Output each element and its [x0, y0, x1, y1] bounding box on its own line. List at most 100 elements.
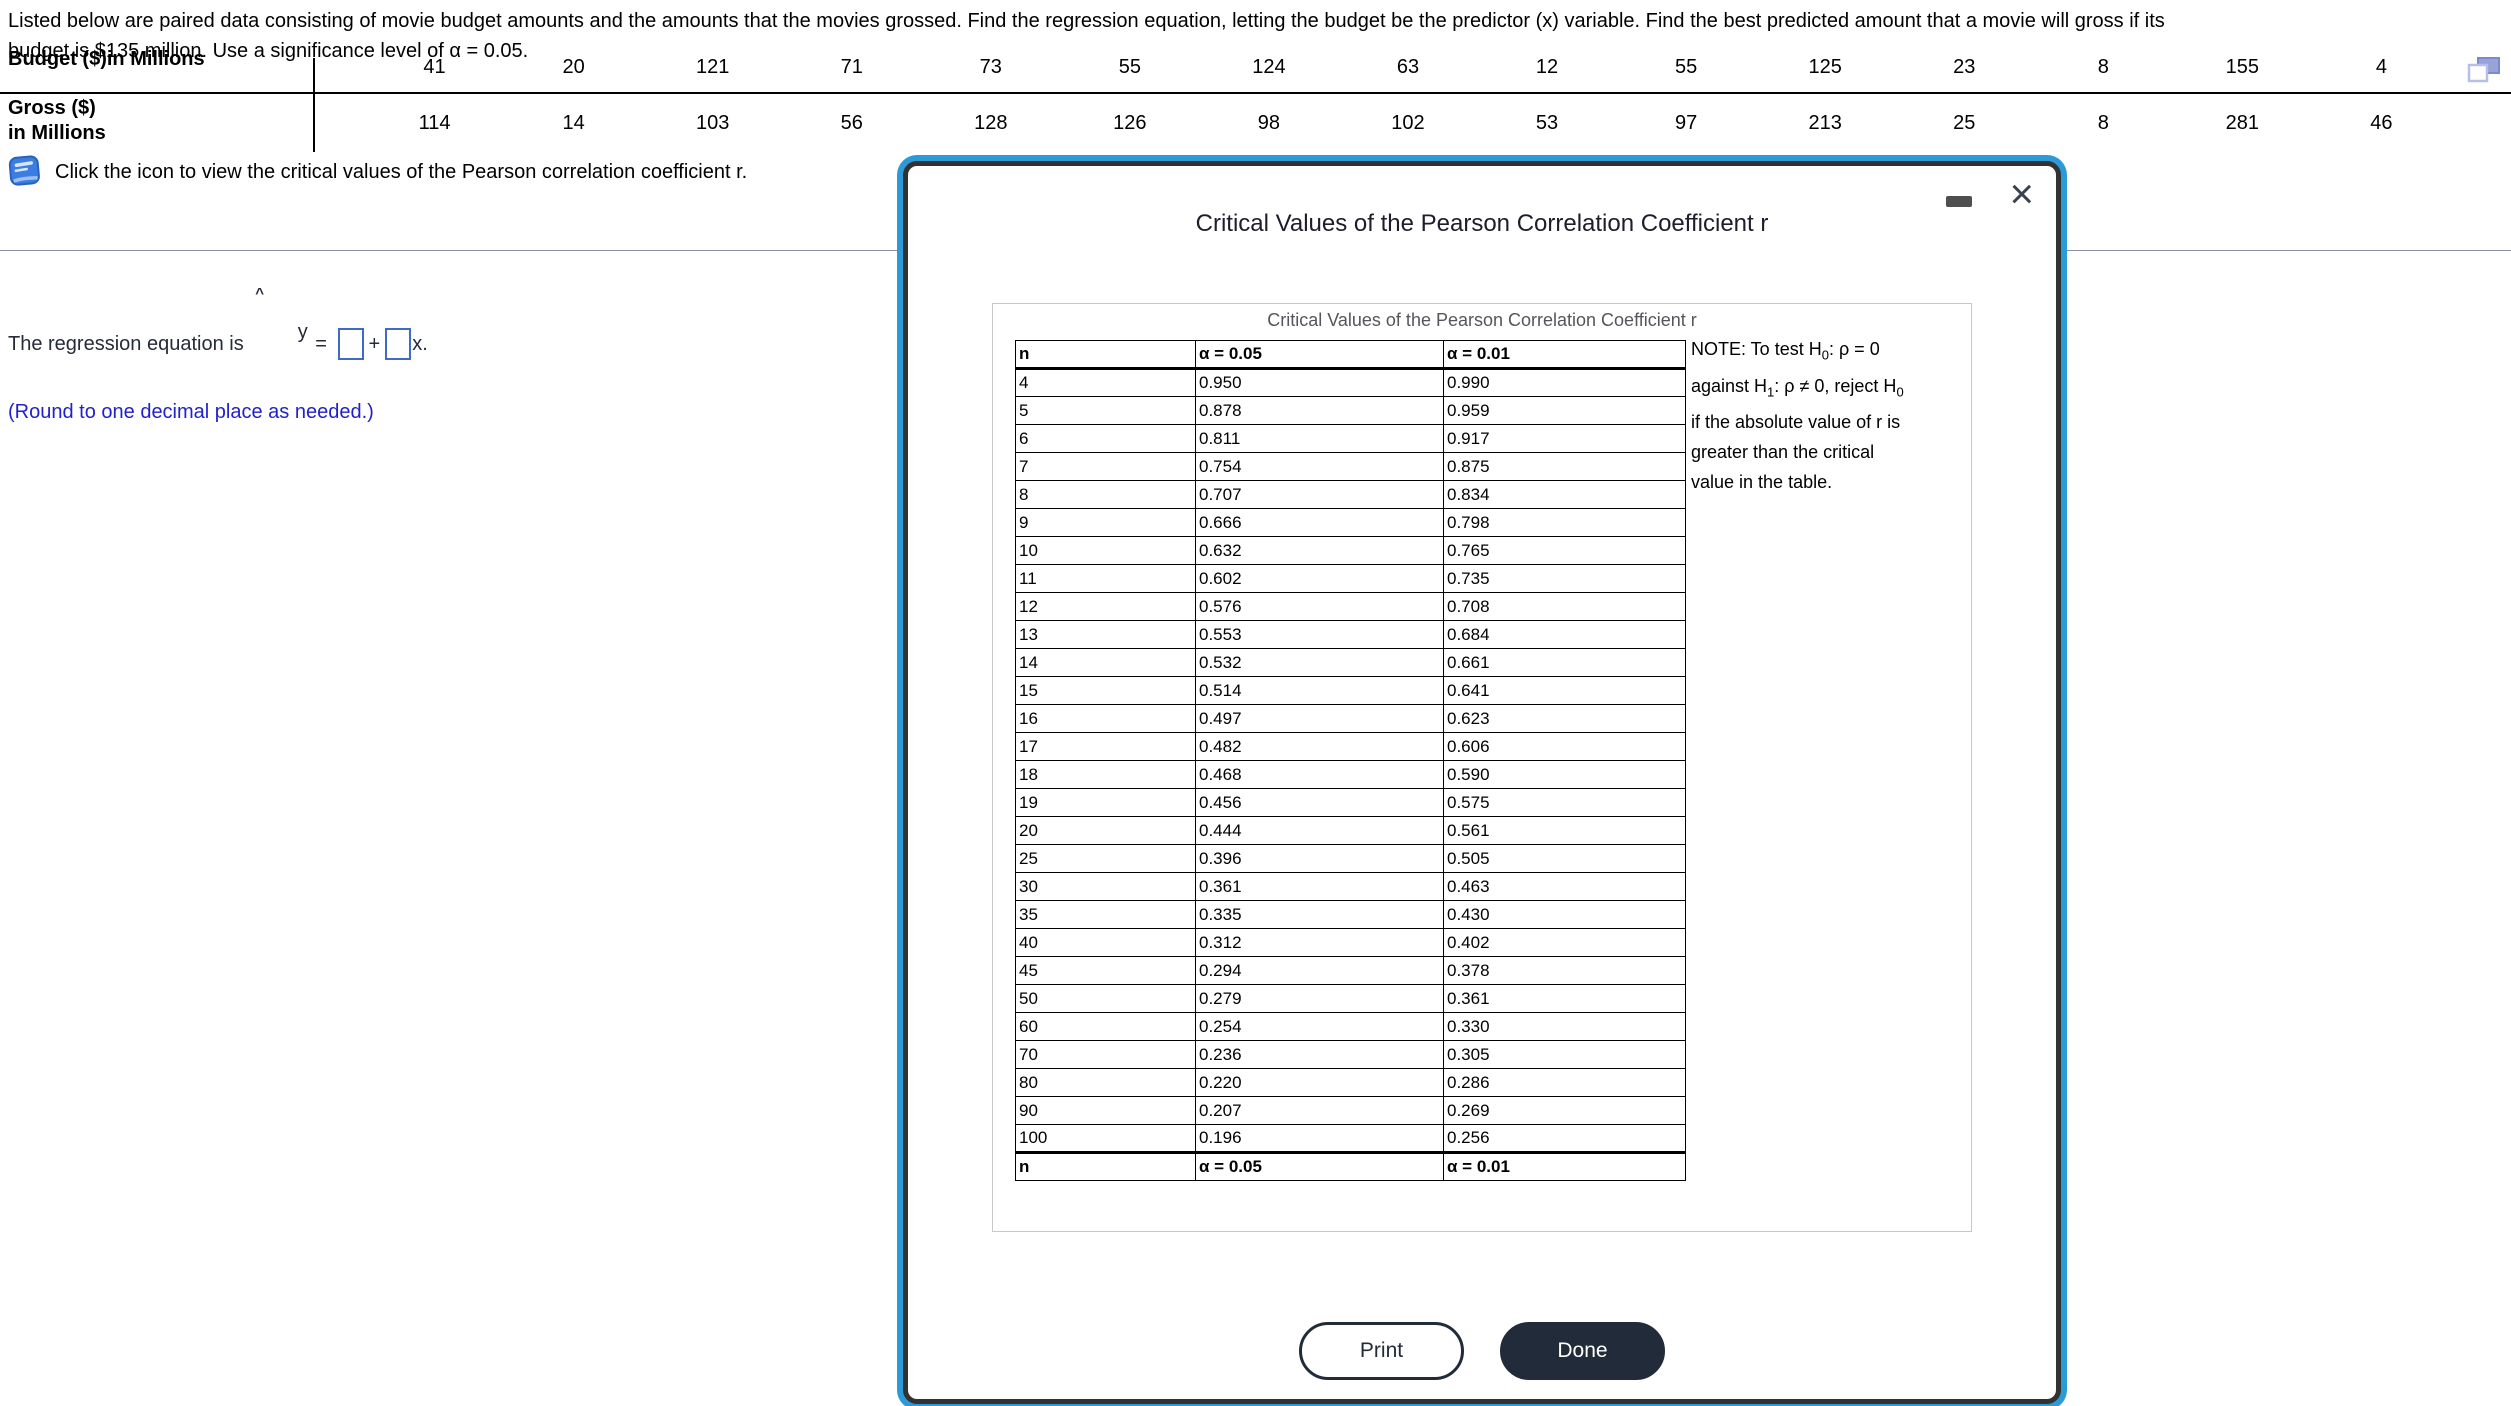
cell-alpha-05: 0.666 — [1195, 508, 1444, 537]
cell-n: 100 — [1015, 1124, 1196, 1153]
cell-n: 60 — [1015, 1012, 1196, 1041]
cell-alpha-01: 0.684 — [1443, 620, 1686, 649]
table-row: 17 0.482 0.606 — [1015, 732, 1686, 761]
cell-alpha-01: 0.269 — [1443, 1096, 1686, 1125]
slope-answer-box[interactable] — [385, 328, 412, 360]
cell-alpha-01: 0.505 — [1443, 844, 1686, 873]
cell-alpha-01: 0.708 — [1443, 592, 1686, 621]
footer-alpha-01: α = 0.01 — [1443, 1151, 1686, 1181]
cell-n: 11 — [1015, 564, 1196, 593]
cell-alpha-05: 0.279 — [1195, 984, 1444, 1013]
close-icon[interactable]: × — [2009, 170, 2034, 217]
cell-alpha-05: 0.312 — [1195, 928, 1444, 957]
table-row: 20 0.444 0.561 — [1015, 816, 1686, 845]
budget-value: 73 — [979, 55, 1002, 78]
budget-value: 55 — [1118, 55, 1141, 78]
minimize-icon[interactable] — [1946, 196, 1972, 207]
header-n: n — [1015, 340, 1196, 370]
table-title: Critical Values of the Pearson Correlati… — [1267, 310, 1697, 330]
cell-n: 10 — [1015, 536, 1196, 565]
cell-n: 7 — [1015, 452, 1196, 481]
cell-alpha-05: 0.236 — [1195, 1040, 1444, 1069]
table-row: 4 0.950 0.990 — [1015, 368, 1686, 397]
cell-n: 70 — [1015, 1040, 1196, 1069]
cell-alpha-01: 0.735 — [1443, 564, 1686, 593]
cell-alpha-01: 0.378 — [1443, 956, 1686, 985]
popout-table-icon[interactable] — [2467, 56, 2501, 84]
gross-value: 98 — [1257, 111, 1281, 134]
table-row: 18 0.468 0.590 — [1015, 760, 1686, 789]
gross-value: 213 — [1808, 111, 1842, 134]
cell-n: 45 — [1015, 956, 1196, 985]
cell-alpha-05: 0.254 — [1195, 1012, 1444, 1041]
instruction-text: Click the icon to view the critical valu… — [55, 160, 748, 183]
book-icon[interactable] — [8, 154, 42, 190]
table-row: 5 0.878 0.959 — [1015, 396, 1686, 425]
cell-n: 16 — [1015, 704, 1196, 733]
cell-alpha-01: 0.286 — [1443, 1068, 1686, 1097]
cell-alpha-01: 0.606 — [1443, 732, 1686, 761]
table-row: 50 0.279 0.361 — [1015, 984, 1686, 1013]
cell-n: 30 — [1015, 872, 1196, 901]
gross-value: 8 — [2097, 111, 2109, 134]
budget-value: 125 — [1808, 55, 1842, 78]
cell-alpha-01: 0.798 — [1443, 508, 1686, 537]
cell-alpha-01: 0.623 — [1443, 704, 1686, 733]
budget-row-label: Budget ($)in Millions — [8, 48, 205, 70]
cell-n: 20 — [1015, 816, 1196, 845]
table-row: 90 0.207 0.269 — [1015, 1096, 1686, 1125]
budget-value: 71 — [840, 55, 863, 78]
regression-equation-line: The regression equation is y ^ = + x. — [8, 285, 428, 390]
cell-n: 25 — [1015, 844, 1196, 873]
intercept-answer-box[interactable] — [337, 328, 364, 360]
cell-alpha-05: 0.532 — [1195, 648, 1444, 677]
cell-alpha-01: 0.330 — [1443, 1012, 1686, 1041]
done-button[interactable]: Done — [1500, 1322, 1665, 1380]
table-row: 25 0.396 0.505 — [1015, 844, 1686, 873]
cell-n: 17 — [1015, 732, 1196, 761]
hat-mark: ^ — [255, 285, 265, 302]
table-row: 16 0.497 0.623 — [1015, 704, 1686, 733]
table-row: 8 0.707 0.834 — [1015, 480, 1686, 509]
table-row: 60 0.254 0.330 — [1015, 1012, 1686, 1041]
table-row: 35 0.335 0.430 — [1015, 900, 1686, 929]
print-button[interactable]: Print — [1299, 1322, 1464, 1380]
table-row: 15 0.514 0.641 — [1015, 676, 1686, 705]
gross-value: 103 — [695, 111, 730, 134]
table-footer-row: n α = 0.05 α = 0.01 — [1015, 1151, 1686, 1181]
cell-alpha-01: 0.917 — [1443, 424, 1686, 453]
cell-alpha-01: 0.590 — [1443, 760, 1686, 789]
gross-label-line2: in Millions — [8, 122, 106, 144]
gross-value: 102 — [1391, 111, 1425, 134]
cell-n: 9 — [1015, 508, 1196, 537]
cell-alpha-05: 0.514 — [1195, 676, 1444, 705]
y-letter: y — [297, 321, 308, 343]
budget-gross-table: Budget ($)in Millions Gross ($) in Milli… — [0, 40, 2511, 190]
cell-alpha-01: 0.361 — [1443, 984, 1686, 1013]
table-row: 7 0.754 0.875 — [1015, 452, 1686, 481]
table-note: NOTE: To test H0: ρ = 0 against H1: ρ ≠ 0… — [1691, 339, 1904, 493]
cell-alpha-05: 0.497 — [1195, 704, 1444, 733]
budget-value: 124 — [1252, 55, 1286, 78]
table-row: 19 0.456 0.575 — [1015, 788, 1686, 817]
table-row: 30 0.361 0.463 — [1015, 872, 1686, 901]
budget-value: 4 — [2375, 55, 2387, 78]
footer-n: n — [1015, 1151, 1196, 1181]
gross-value: 53 — [1535, 111, 1559, 134]
modal-content: Critical Values of the Pearson Correlati… — [903, 161, 2061, 1404]
header-alpha-01: α = 0.01 — [1443, 340, 1686, 370]
gross-value: 281 — [2225, 111, 2260, 134]
cell-n: 5 — [1015, 396, 1196, 425]
table-row: 80 0.220 0.286 — [1015, 1068, 1686, 1097]
table-row: 12 0.576 0.708 — [1015, 592, 1686, 621]
cell-n: 14 — [1015, 648, 1196, 677]
cell-alpha-01: 0.561 — [1443, 816, 1686, 845]
cell-n: 15 — [1015, 676, 1196, 705]
cell-alpha-05: 0.361 — [1195, 872, 1444, 901]
cell-n: 12 — [1015, 592, 1196, 621]
equals-sign: = — [309, 332, 333, 355]
cell-n: 4 — [1015, 368, 1196, 397]
cell-alpha-05: 0.754 — [1195, 452, 1444, 481]
cell-alpha-01: 0.661 — [1443, 648, 1686, 677]
critical-values-panel: Critical Values of the Pearson Correlati… — [992, 303, 1972, 1232]
